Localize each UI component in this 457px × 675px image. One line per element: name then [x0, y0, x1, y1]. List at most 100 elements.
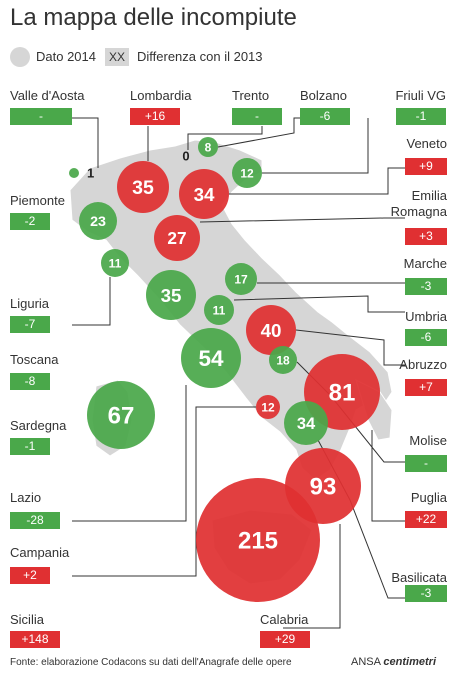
region-name-piemonte: Piemonte	[10, 193, 65, 208]
bubble-value-marche: 17	[234, 272, 248, 286]
bubble-value-liguria: 11	[109, 256, 122, 270]
bubble-veneto	[179, 169, 229, 219]
brand-name: centimetri	[383, 656, 436, 668]
diff-box-sardegna: -1	[10, 438, 50, 455]
bubble-value-calabria: 93	[310, 474, 337, 501]
diff-box-piemonte: -2	[10, 213, 50, 230]
bubble-value-piemonte: 23	[90, 214, 106, 230]
region-name-trento: Trento	[232, 88, 270, 103]
region-name-lombardia: Lombardia	[130, 88, 192, 103]
leader-trento	[187, 126, 263, 150]
bubble-value-friuli: 12	[240, 166, 254, 180]
bubble-value-abruzzo: 40	[261, 320, 282, 341]
diff-box-abruzzo: +7	[405, 379, 447, 396]
diff-box-liguria: -7	[10, 316, 50, 333]
bubble-value-emilia: 27	[167, 228, 186, 248]
bubble-value-veneto: 34	[194, 184, 215, 205]
diff-box-emilia: +3	[405, 228, 447, 245]
bubble-value-lombardia: 35	[132, 177, 154, 199]
bubble-friuli	[232, 158, 262, 188]
diff-box-calabria: +29	[260, 631, 310, 648]
bubble-value-toscana: 35	[161, 285, 182, 306]
bubble-calabria	[285, 448, 361, 524]
diff-box-trento: -	[232, 108, 282, 125]
bubble-marche	[225, 263, 257, 295]
leader-lazio	[72, 385, 187, 522]
brand-prefix: ANSA	[351, 656, 381, 668]
bubble-value-molise: 18	[276, 353, 290, 367]
bubbles-layer: 1 35 0 8 12 34 23 27 11 17 35 11 40 67 18 54 81 12 34 215 93	[69, 137, 380, 602]
leader-campania	[72, 406, 256, 577]
bubble-lazio	[181, 328, 241, 388]
region-name-friuli: Friuli VG	[395, 88, 446, 103]
region-name-basilicata: Basilicata	[391, 570, 447, 585]
diff-box-sicilia: +148	[10, 631, 60, 648]
diff-box-lazio: -28	[10, 512, 60, 529]
diff-box-lombardia: +16	[130, 108, 180, 125]
leader-friuli	[262, 118, 369, 174]
bubble-basilicata	[284, 401, 328, 445]
brand-logo: ANSA centimetri	[351, 656, 436, 668]
legend-box-sample: XX	[105, 48, 129, 66]
bubble-value-puglia: 81	[329, 380, 356, 407]
bubble-campania	[256, 395, 280, 419]
diff-box-umbria: -6	[405, 329, 447, 346]
bubble-sardegna	[87, 381, 155, 449]
region-name-umbria: Umbria	[405, 309, 447, 324]
leader-emilia	[199, 217, 405, 223]
bubble-umbria	[204, 295, 234, 325]
bubble-molise	[269, 346, 297, 374]
region-name-puglia: Puglia	[410, 490, 447, 505]
bubble-value-sardegna: 67	[108, 403, 135, 430]
page-title: La mappa delle incompiute	[10, 4, 297, 31]
region-name-marche: Marche	[403, 256, 447, 271]
diff-box-campania: +2	[10, 567, 50, 584]
region-name-molise: Molise	[409, 433, 447, 448]
source-footer: Fonte: elaborazione Codacons su dati del…	[10, 657, 292, 668]
bubble-value-bolzano: 8	[205, 140, 212, 154]
diff-box-basilicata: -3	[405, 585, 447, 602]
leader-veneto	[229, 167, 405, 195]
bubble-valle-daosta	[69, 168, 79, 178]
legend-dot-icon	[10, 47, 30, 67]
region-name-abruzzo: Abruzzo	[399, 357, 447, 372]
leader-abruzzo	[295, 329, 405, 366]
region-name-valle-daosta: Valle d'Aosta	[10, 88, 85, 103]
diff-box-toscana: -8	[10, 373, 50, 390]
legend-dot-label: Dato 2014	[36, 49, 96, 64]
diff-box-friuli: -1	[396, 108, 446, 125]
bubble-value-lazio: 54	[198, 346, 224, 371]
leader-umbria	[233, 295, 405, 313]
bubble-sicilia	[196, 478, 320, 602]
region-name-bolzano: Bolzano	[300, 88, 347, 103]
diff-box-marche: -3	[405, 278, 447, 295]
bubble-piemonte	[79, 202, 117, 240]
bubble-value-valle-daosta: 1	[87, 166, 94, 181]
bubble-liguria	[101, 249, 129, 277]
leader-valle-daosta	[72, 117, 99, 168]
bubble-value-umbria: 11	[213, 303, 226, 317]
leader-liguria	[72, 277, 111, 326]
leader-puglia	[371, 430, 405, 522]
region-name-emilia: Emilia Romagna	[390, 188, 447, 219]
region-name-toscana: Toscana	[10, 352, 59, 367]
region-name-liguria: Liguria	[10, 296, 50, 311]
region-name-lazio: Lazio	[10, 490, 42, 505]
region-name-calabria: Calabria	[260, 612, 309, 627]
region-name-sicilia: Sicilia	[10, 612, 44, 627]
bubble-bolzano	[198, 137, 218, 157]
diff-box-puglia: +22	[405, 511, 447, 528]
leader-bolzano	[217, 117, 300, 148]
bubble-value-basilicata: 34	[297, 415, 316, 433]
region-name-sardegna: Sardegna	[10, 418, 67, 433]
diff-box-valle-daosta: -	[10, 108, 72, 125]
diff-box-molise: -	[405, 455, 447, 472]
bubble-lombardia	[117, 161, 169, 213]
bubble-abruzzo	[246, 305, 296, 355]
diff-box-veneto: +9	[405, 158, 447, 175]
region-name-veneto: Veneto	[406, 136, 448, 151]
legend-box-label: Differenza con il 2013	[137, 49, 263, 64]
bubble-toscana	[146, 270, 196, 320]
